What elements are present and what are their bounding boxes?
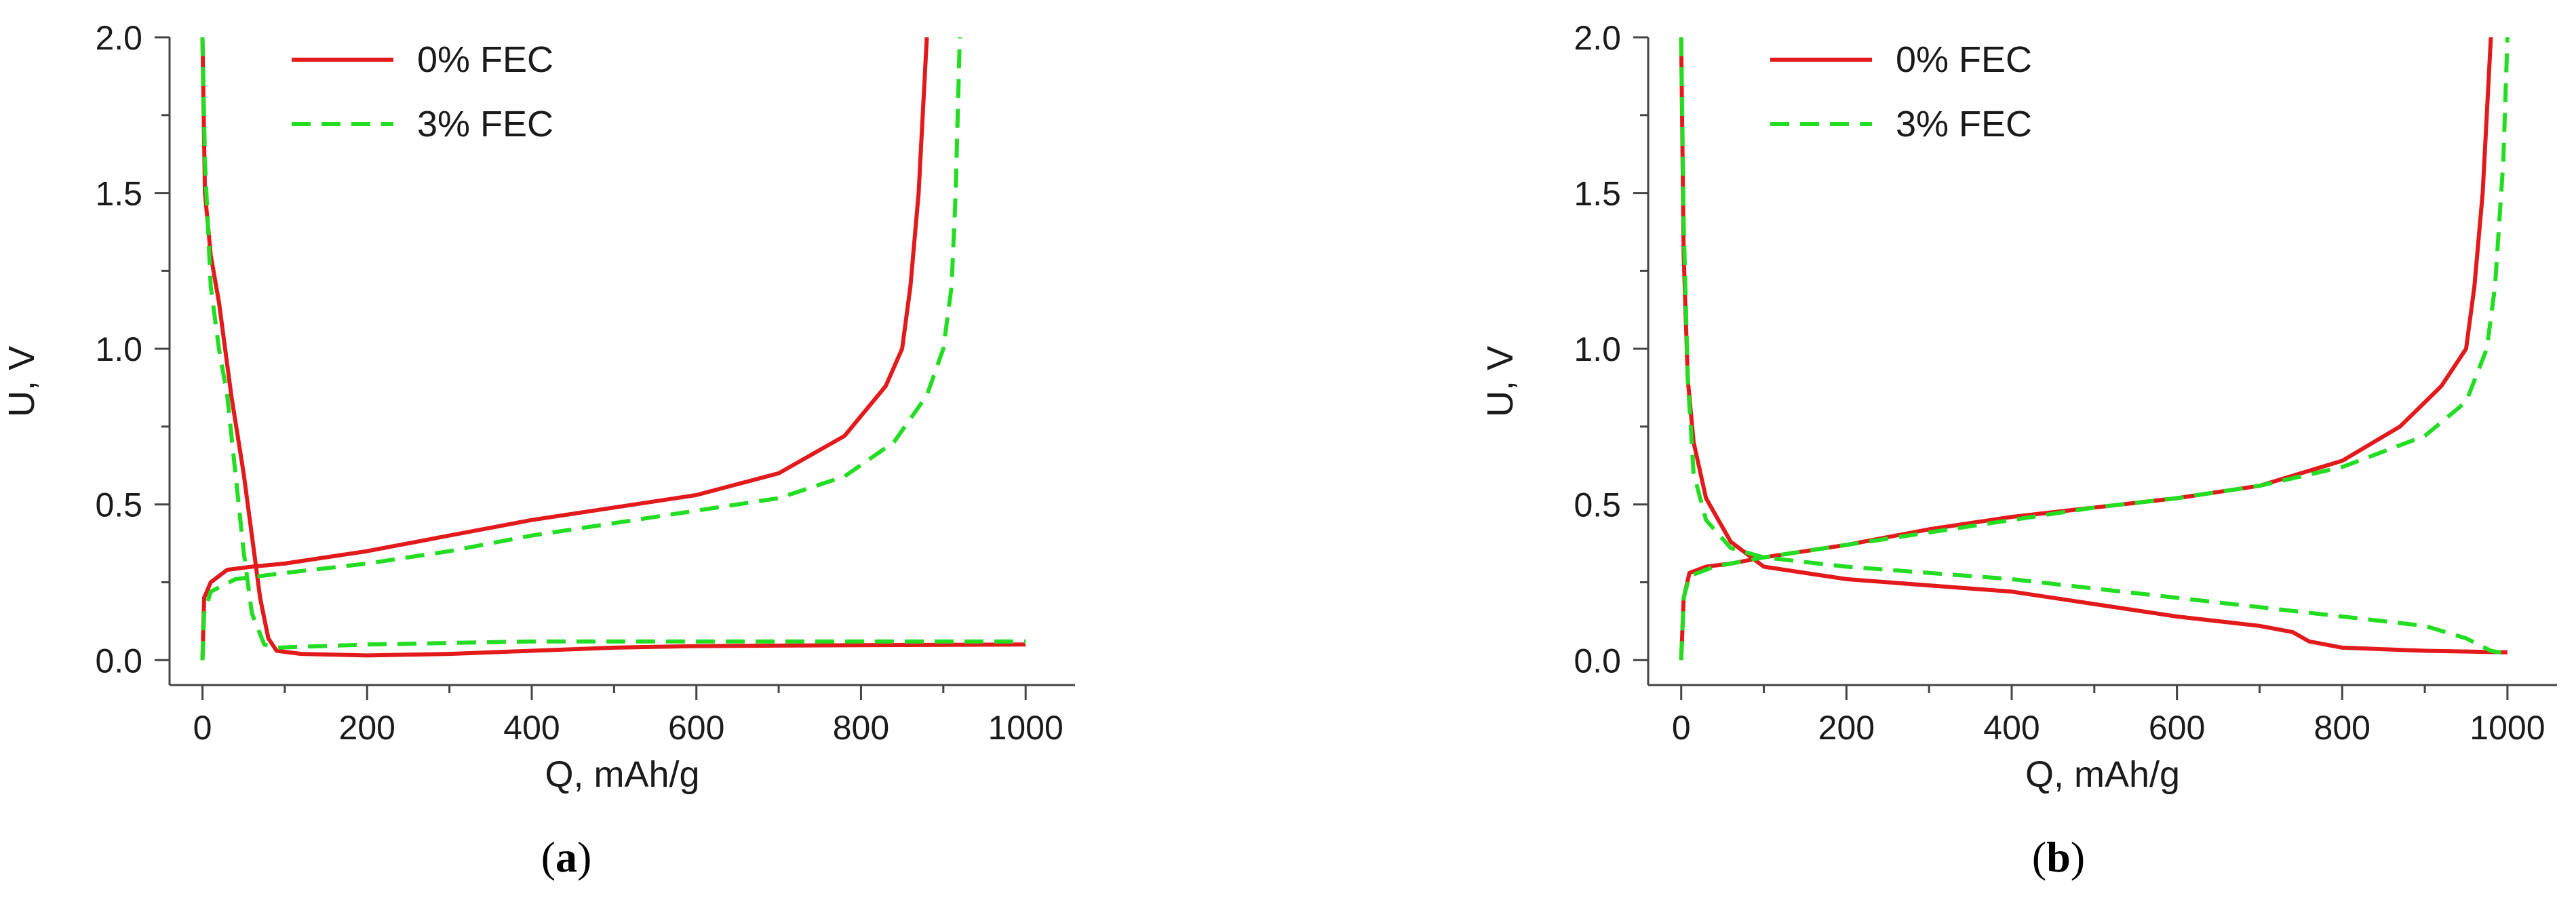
y-tick-label: 1.0 bbox=[95, 330, 142, 368]
series-line-3pct-fec bbox=[200, 37, 962, 661]
caption-letter: a bbox=[555, 833, 577, 881]
x-tick-label: 800 bbox=[2314, 709, 2370, 747]
y-axis-title: U, V bbox=[1, 346, 42, 417]
y-tick-label: 1.0 bbox=[1574, 330, 1621, 368]
y-tick-label: 1.5 bbox=[95, 175, 142, 213]
y-tick-label: 0.0 bbox=[1574, 642, 1621, 680]
y-tick-label: 2.0 bbox=[95, 19, 142, 57]
x-tick-label: 0 bbox=[1672, 709, 1691, 747]
x-tick-label: 200 bbox=[1818, 709, 1875, 747]
x-tick-label: 600 bbox=[668, 709, 724, 747]
series-line-0pct-fec bbox=[1679, 37, 2493, 661]
caption-close-paren: ) bbox=[2071, 833, 2085, 881]
y-tick-label: 0.5 bbox=[1574, 486, 1621, 524]
chart-panel-b: 0 200 400 600 800 1000 0.0 0.5 1.0 1.5 2.0 Q, mAh/g… bbox=[1480, 19, 2557, 881]
x-tick-label: 600 bbox=[2149, 709, 2205, 747]
series-line-3pct-fec bbox=[200, 37, 1026, 650]
y-tick-label: 0.5 bbox=[95, 486, 142, 524]
x-tick-label: 400 bbox=[503, 709, 560, 747]
series-line-3pct-fec bbox=[1679, 37, 2510, 661]
caption-close-paren: ) bbox=[577, 833, 591, 881]
y-tick-label: 0.0 bbox=[95, 642, 142, 680]
legend-label: 3% FEC bbox=[1896, 104, 2032, 144]
x-axis-title: Q, mAh/g bbox=[545, 754, 699, 795]
x-tick-label: 800 bbox=[833, 709, 889, 747]
series-line-3pct-fec bbox=[1679, 37, 2508, 657]
caption-letter: b bbox=[2046, 833, 2071, 881]
x-tick-label: 400 bbox=[1983, 709, 2040, 747]
caption-open-paren: ( bbox=[541, 833, 555, 881]
series-line-0pct-fec bbox=[200, 37, 1026, 658]
caption-open-paren: ( bbox=[2032, 833, 2046, 881]
series-line-0pct-fec bbox=[200, 37, 929, 661]
chart-panel-a: 0 200 400 600 800 1000 0.0 0.5 1.0 1.5 2.0 Q, mAh/g… bbox=[1, 19, 1075, 881]
legend-label: 0% FEC bbox=[1896, 39, 2032, 80]
x-tick-label: 200 bbox=[339, 709, 395, 747]
x-tick-label: 1000 bbox=[988, 709, 1063, 747]
x-axis-title: Q, mAh/g bbox=[2025, 754, 2180, 795]
y-axis-title: U, V bbox=[1480, 346, 1521, 417]
panel-caption: (b) bbox=[2032, 833, 2085, 881]
x-tick-label: 1000 bbox=[2470, 709, 2545, 747]
y-tick-label: 2.0 bbox=[1574, 19, 1621, 57]
y-tick-label: 1.5 bbox=[1574, 175, 1621, 213]
legend-label: 3% FEC bbox=[417, 104, 553, 144]
panel-caption: (a) bbox=[541, 833, 592, 881]
legend-label: 0% FEC bbox=[417, 39, 553, 80]
x-tick-label: 0 bbox=[193, 709, 212, 747]
